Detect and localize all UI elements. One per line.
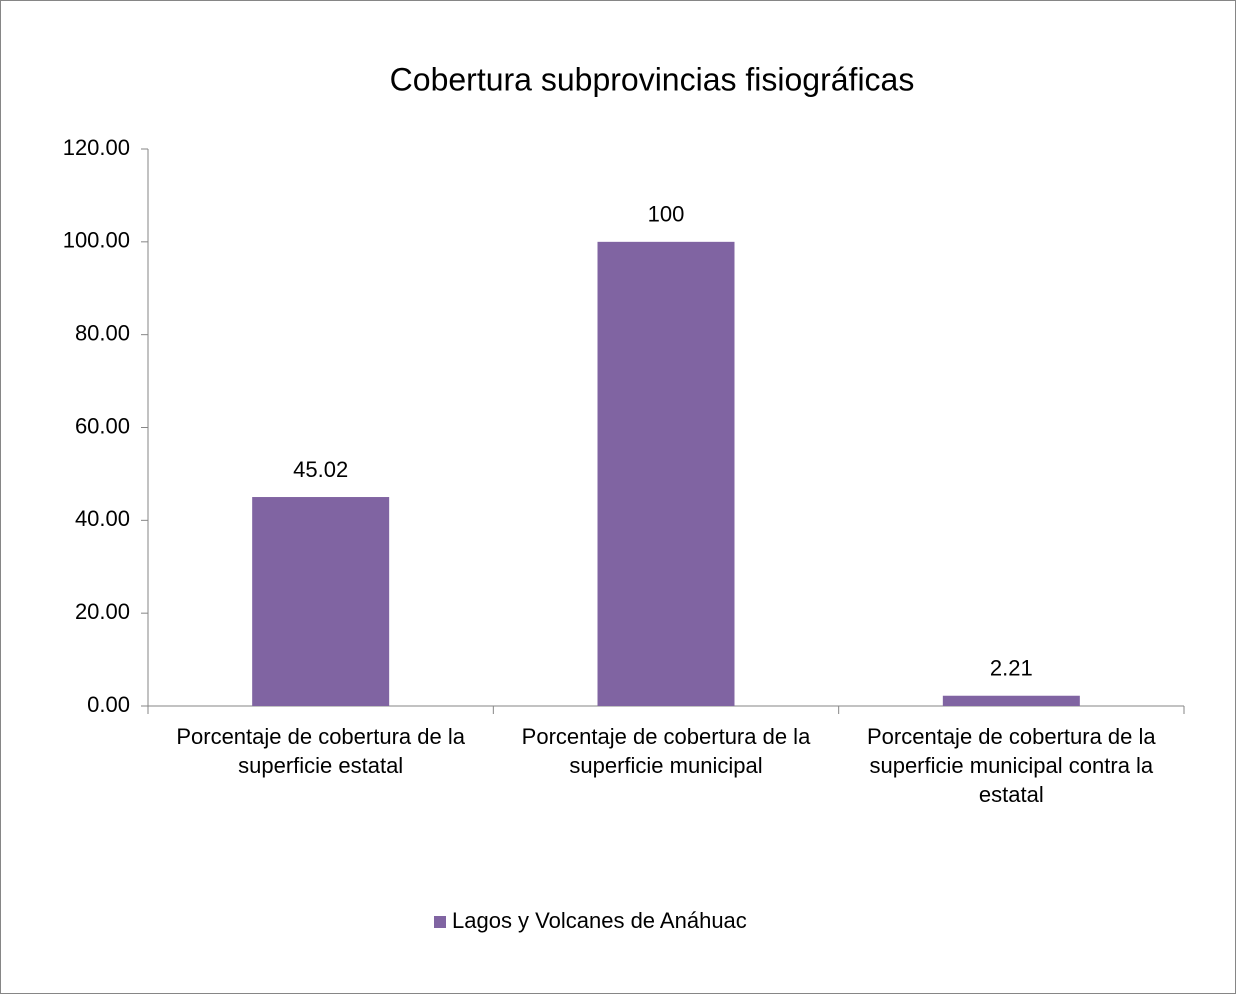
legend-label: Lagos y Volcanes de Anáhuac (452, 908, 747, 933)
y-tick-label: 120.00 (63, 135, 130, 160)
data-label: 45.02 (293, 457, 348, 482)
y-tick-label: 20.00 (75, 599, 130, 624)
chart-title: Cobertura subprovincias fisiográficas (390, 61, 915, 97)
bar (252, 497, 390, 706)
x-tick-label: Porcentaje de cobertura de la superficie… (521, 724, 811, 778)
y-tick-label: 80.00 (75, 320, 130, 345)
y-tick-label: 100.00 (63, 228, 130, 253)
x-tick-label: Porcentaje de cobertura de la superficie… (867, 724, 1156, 807)
y-tick-label: 0.00 (87, 692, 130, 717)
y-tick-label: 60.00 (75, 413, 130, 438)
legend-swatch (434, 916, 446, 928)
x-tick-label: Porcentaje de cobertura de la superficie… (176, 724, 465, 778)
y-tick-label: 40.00 (75, 506, 130, 531)
data-label: 100 (648, 202, 685, 227)
bar (942, 695, 1080, 706)
bar (597, 241, 735, 707)
data-label: 2.21 (990, 656, 1033, 681)
